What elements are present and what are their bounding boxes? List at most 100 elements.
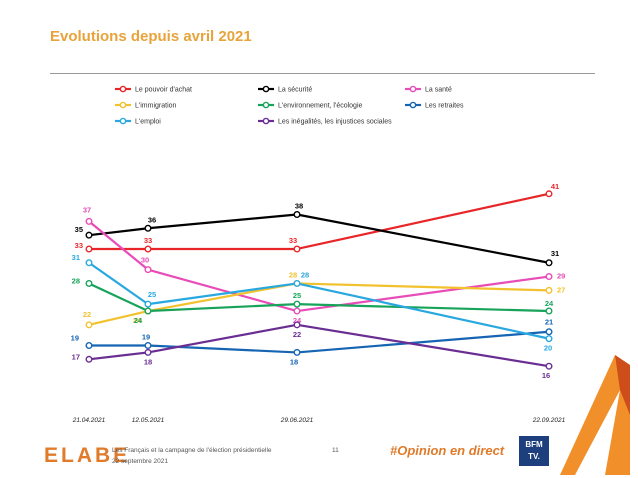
data-label-l-emploi-2: 28 — [301, 270, 309, 279]
point-l-emploi-2 — [293, 279, 301, 287]
decorative-a-shape — [560, 355, 630, 475]
data-label-la-securite-1: 36 — [148, 215, 156, 224]
legend-marker-l-environnement-l-ecologie — [262, 101, 270, 109]
data-label-le-pouvoir-d-achat-1: 33 — [144, 236, 152, 245]
page-number: 11 — [332, 447, 339, 454]
series-line-la-sante — [88, 220, 550, 313]
legend-label-l-environnement-l-ecologie: L'environnement, l'écologie — [278, 103, 363, 110]
legend-marker-la-sante — [409, 85, 417, 93]
data-label-les-inegalites-les-injustices-sociales-0: 17 — [72, 352, 80, 361]
point-la-securite-2 — [293, 210, 301, 218]
point-la-securite-1 — [144, 224, 152, 232]
series-line-l-immigration — [88, 282, 550, 326]
legend-label-l-emploi: L'emploi — [135, 119, 161, 126]
bfmtv-logo: BFM TV. — [519, 436, 549, 466]
x-tick-label-1: 12.05.2021 — [132, 417, 165, 424]
point-l-immigration-0 — [85, 321, 93, 329]
data-label-la-securite-0: 35 — [75, 225, 83, 234]
point-les-retraites-2 — [293, 348, 301, 356]
data-label-l-immigration-2: 28 — [289, 270, 297, 279]
elabe-logo: ELABE — [44, 444, 131, 467]
data-label-l-environnement-l-ecologie-2: 25 — [293, 291, 301, 300]
legend-label-les-inegalites-les-injustices-sociales: Les inégalités, les injustices sociales — [278, 119, 392, 126]
point-la-sante-3 — [545, 273, 553, 281]
x-tick-label-2: 29.06.2021 — [280, 417, 314, 424]
legend-marker-les-retraites — [409, 101, 417, 109]
point-l-immigration-3 — [545, 286, 553, 294]
series-line-le-pouvoir-d-achat — [89, 192, 550, 251]
data-label-les-retraites-3: 21 — [545, 318, 553, 327]
data-label-la-sante-2: 24 — [293, 316, 302, 325]
chart-title: Evolutions depuis avril 2021 — [50, 28, 252, 45]
point-les-inegalites-les-injustices-sociales-1 — [144, 348, 152, 356]
data-label-les-inegalites-les-injustices-sociales-3: 16 — [542, 371, 550, 380]
point-le-pouvoir-d-achat-3 — [545, 190, 553, 198]
data-label-l-environnement-l-ecologie-1: 24 — [134, 316, 143, 325]
point-la-sante-1 — [144, 266, 152, 274]
point-le-pouvoir-d-achat-0 — [85, 245, 93, 253]
data-label-la-sante-3: 29 — [557, 272, 565, 281]
data-label-l-emploi-3: 20 — [544, 344, 552, 353]
point-la-sante-0 — [85, 217, 93, 225]
series-line-les-retraites — [89, 330, 550, 354]
bfmtv-logo-line1: BFM — [525, 440, 543, 449]
hashtag-label: #Opinion en direct — [390, 443, 505, 458]
point-les-inegalites-les-injustices-sociales-3 — [545, 362, 553, 370]
legend-marker-l-immigration — [119, 101, 127, 109]
point-l-environnement-l-ecologie-0 — [85, 279, 93, 287]
series-line-les-inegalites-les-injustices-sociales — [88, 323, 550, 368]
data-label-l-emploi-0: 31 — [72, 253, 80, 262]
point-les-inegalites-les-injustices-sociales-0 — [85, 355, 93, 363]
footer-date: 22 septembre 2021 — [112, 458, 169, 465]
data-label-l-environnement-l-ecologie-3: 24 — [545, 299, 554, 308]
point-les-inegalites-les-injustices-sociales-2 — [293, 321, 301, 329]
data-label-le-pouvoir-d-achat-0: 33 — [75, 241, 83, 250]
legend-label-la-sante: La santé — [425, 87, 452, 94]
point-la-securite-3 — [545, 259, 553, 267]
data-label-la-securite-3: 31 — [551, 249, 559, 258]
legend-label-le-pouvoir-d-achat: Le pouvoir d'achat — [135, 87, 192, 94]
bfmtv-logo-line2: TV. — [528, 452, 540, 461]
point-les-retraites-1 — [144, 342, 152, 350]
x-tick-label-3: 22.09.2021 — [532, 417, 566, 424]
point-l-emploi-3 — [545, 335, 553, 343]
data-label-l-immigration-3: 27 — [557, 285, 565, 294]
point-l-emploi-1 — [144, 300, 152, 308]
data-label-l-emploi-1: 25 — [148, 290, 156, 299]
data-label-les-retraites-0: 19 — [71, 334, 79, 343]
data-label-les-retraites-1: 19 — [142, 333, 150, 342]
legend-marker-la-securite — [262, 85, 270, 93]
legend-marker-l-emploi — [119, 117, 127, 125]
point-la-securite-0 — [85, 231, 93, 239]
legend-marker-les-inegalites-les-injustices-sociales — [262, 117, 270, 125]
data-label-les-inegalites-les-injustices-sociales-2: 22 — [293, 330, 301, 339]
series-line-l-environnement-l-ecologie — [88, 282, 550, 313]
x-tick-label-0: 21.04.2021 — [72, 417, 106, 424]
point-l-emploi-0 — [85, 259, 93, 267]
data-label-l-immigration-0: 22 — [83, 310, 91, 319]
point-les-retraites-3 — [545, 328, 553, 336]
data-label-l-immigration-1: 24 — [133, 316, 142, 325]
legend-label-la-securite: La sécurité — [278, 87, 312, 94]
data-label-l-environnement-l-ecologie-0: 28 — [72, 276, 80, 285]
point-la-sante-2 — [293, 307, 301, 315]
legend-label-l-immigration: L'immigration — [135, 103, 177, 110]
footer-study-title: Les Français et la campagne de l'électio… — [112, 447, 272, 454]
series-line-l-emploi — [88, 261, 550, 340]
point-le-pouvoir-d-achat-2 — [293, 245, 301, 253]
point-l-environnement-l-ecologie-2 — [293, 300, 301, 308]
data-label-les-inegalites-les-injustices-sociales-1: 18 — [144, 357, 152, 366]
legend-label-les-retraites: Les retraites — [425, 103, 464, 110]
point-le-pouvoir-d-achat-1 — [144, 245, 152, 253]
title-divider — [50, 73, 595, 74]
legend-marker-le-pouvoir-d-achat — [119, 85, 127, 93]
data-label-le-pouvoir-d-achat-2: 33 — [289, 236, 297, 245]
data-label-le-pouvoir-d-achat-3: 41 — [551, 182, 559, 191]
data-label-les-retraites-2: 18 — [290, 357, 298, 366]
point-l-environnement-l-ecologie-3 — [545, 307, 553, 315]
point-l-environnement-l-ecologie-1 — [144, 307, 152, 315]
data-label-la-securite-2: 38 — [295, 201, 303, 210]
data-label-la-sante-1: 30 — [141, 256, 149, 265]
point-les-retraites-0 — [85, 342, 93, 350]
